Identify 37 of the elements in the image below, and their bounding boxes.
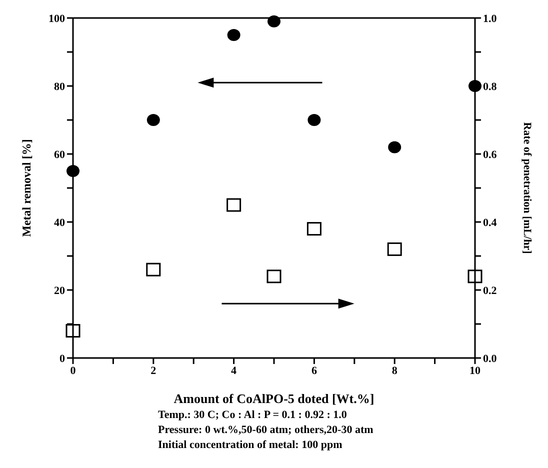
y2-axis-title: Rate of penetration [mL/hr] xyxy=(521,122,534,254)
y-tick-label: 20 xyxy=(54,284,66,297)
y2-tick-label: 0.0 xyxy=(483,352,498,365)
y2-tick-label: 0.4 xyxy=(483,216,498,229)
y-tick-label: 40 xyxy=(54,216,66,229)
y2-tick-label: 0.2 xyxy=(483,284,498,297)
point xyxy=(146,114,160,126)
x-tick-label: 8 xyxy=(392,364,398,377)
y2-tick-label: 0.6 xyxy=(483,148,498,161)
text: Temp.: 30 C; Co : Al : P = 0.1 : 0.92 : 1.0 xyxy=(158,408,348,423)
y-tick-label: 100 xyxy=(48,12,66,25)
x-tick-label: 4 xyxy=(231,364,238,377)
point xyxy=(266,270,282,284)
point xyxy=(308,114,321,126)
y-tick-label: 0 xyxy=(60,352,66,365)
point xyxy=(227,29,240,41)
point xyxy=(226,198,242,212)
y-tick-label: 80 xyxy=(54,80,66,93)
y-tick-label: 60 xyxy=(54,148,66,161)
x-tick-label: 10 xyxy=(470,364,481,377)
text: Initial concentration of metal: 100 ppm xyxy=(158,438,344,453)
x-tick-label: 2 xyxy=(150,364,157,377)
y2-tick-label: 0.8 xyxy=(483,80,498,93)
point xyxy=(146,262,161,276)
text: Pressure: 0 wt.%,50-60 atm; others,20-30 atm xyxy=(158,423,374,438)
point xyxy=(66,324,80,338)
y-axis-title: Metal removal [%] xyxy=(19,139,34,237)
point xyxy=(66,165,80,177)
x-tick-label: 6 xyxy=(311,364,318,377)
point xyxy=(306,222,322,236)
x-tick-label: 0 xyxy=(70,364,76,377)
point xyxy=(387,242,402,256)
y2-tick-label: 1.0 xyxy=(483,12,498,25)
point xyxy=(468,270,482,284)
x-axis-title: Amount of CoAlPO-5 doted [Wt.%] xyxy=(174,391,374,406)
point xyxy=(468,80,482,92)
point xyxy=(388,141,402,154)
